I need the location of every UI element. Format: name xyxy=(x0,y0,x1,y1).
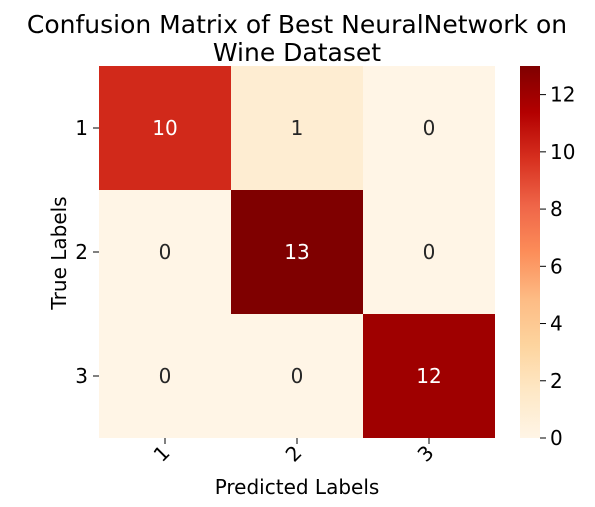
heatmap-cell-r1-c2 xyxy=(231,66,363,190)
colorbar-tick-label: 8 xyxy=(550,197,563,221)
heatmap-cell-r3-c2 xyxy=(231,314,363,438)
cell-value-label: 10 xyxy=(152,116,177,140)
y-axis-ticks: 1 2 3 xyxy=(75,116,99,388)
cell-value-label: 0 xyxy=(423,116,436,140)
heatmap-cell-r2-c2 xyxy=(231,190,363,314)
cell-value-label: 0 xyxy=(159,240,172,264)
colorbar xyxy=(520,66,540,438)
heatmap-cells xyxy=(99,66,495,438)
cell-value-label: 0 xyxy=(291,364,304,388)
x-axis-ticks: 1 2 3 xyxy=(149,438,439,467)
cell-value-label: 12 xyxy=(416,364,441,388)
x-tick-label: 3 xyxy=(413,441,439,467)
colorbar-tick-label: 0 xyxy=(550,426,563,450)
colorbar-tick-label: 4 xyxy=(550,312,563,336)
colorbar-tick-label: 10 xyxy=(550,140,575,164)
colorbar-tick-label: 2 xyxy=(550,369,563,393)
heatmap-cell-r3-c1 xyxy=(99,314,231,438)
x-axis-label: Predicted Labels xyxy=(215,475,380,499)
heatmap-cell-r1-c1 xyxy=(99,66,231,190)
colorbar-tick-label: 12 xyxy=(550,83,575,107)
y-tick-label: 2 xyxy=(75,240,88,264)
heatmap-cell-r1-c3 xyxy=(363,66,495,190)
chart-title-line-1: Confusion Matrix of Best NeuralNetwork o… xyxy=(27,10,567,39)
cell-value-label: 0 xyxy=(159,364,172,388)
cell-value-label: 13 xyxy=(284,240,309,264)
y-tick-label: 1 xyxy=(75,116,88,140)
colorbar-ticks: 0 2 4 6 8 10 12 xyxy=(540,83,575,450)
x-tick-label: 1 xyxy=(149,441,175,467)
chart-title-line-2: Wine Dataset xyxy=(213,38,381,67)
cell-value-label: 0 xyxy=(423,240,436,264)
x-tick-label: 2 xyxy=(281,441,307,467)
heatmap-cell-labels: 10 1 00 13 00 0 12 xyxy=(152,116,441,388)
heatmap-cell-r2-c1 xyxy=(99,190,231,314)
cell-value-label: 1 xyxy=(291,116,304,140)
heatmap-cell-r3-c3 xyxy=(363,314,495,438)
y-axis-label: True Labels xyxy=(47,196,71,310)
colorbar-tick-label: 6 xyxy=(550,254,563,278)
y-tick-label: 3 xyxy=(75,364,88,388)
heatmap-cell-r2-c3 xyxy=(363,190,495,314)
